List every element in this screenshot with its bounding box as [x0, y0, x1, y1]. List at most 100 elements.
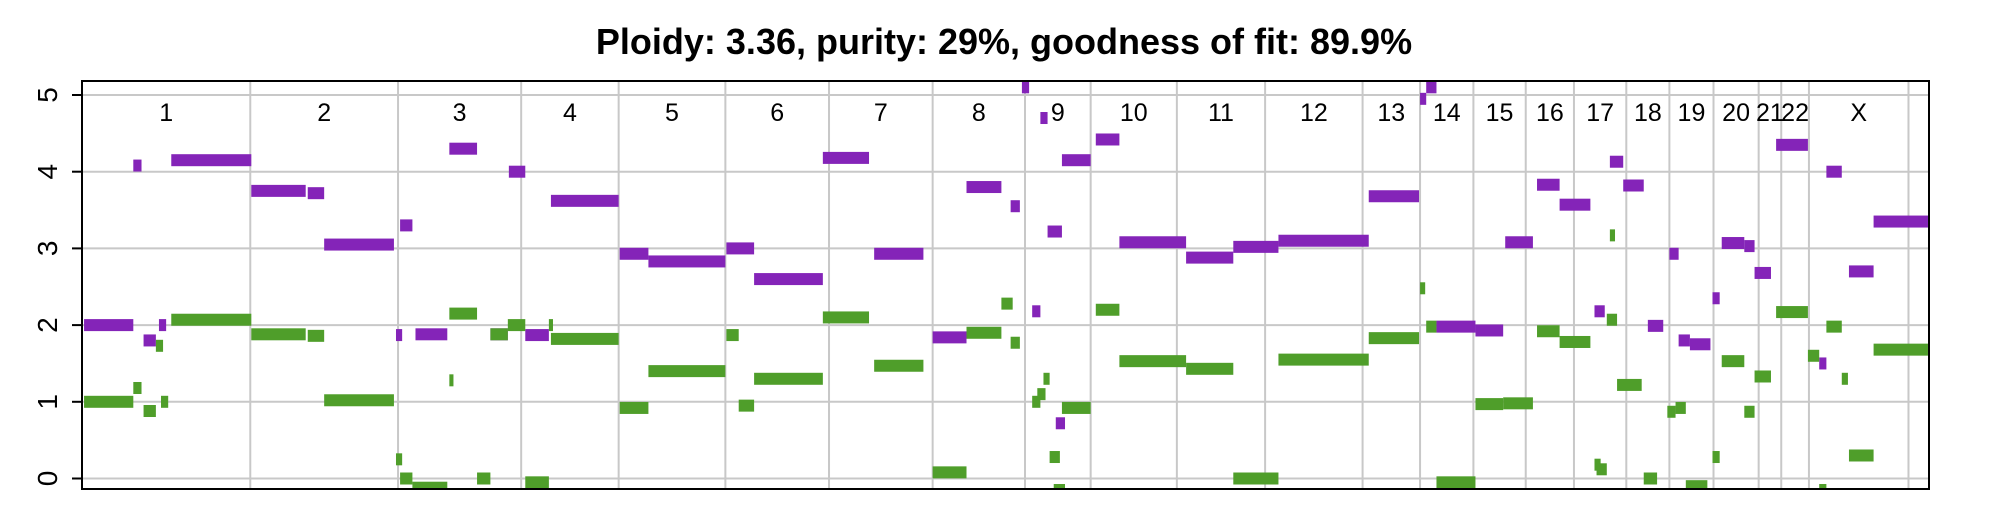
minor-segment	[619, 401, 649, 414]
minor-segment	[1712, 451, 1720, 464]
chart-title: Ploidy: 3.36, purity: 29%, goodness of f…	[596, 21, 1412, 62]
minor-segment	[1754, 370, 1771, 383]
major-segment	[1537, 178, 1560, 191]
minor-segment	[550, 332, 619, 345]
minor-segment	[738, 399, 755, 412]
chromosome-label-3: 3	[453, 99, 467, 127]
minor-segment	[1807, 349, 1820, 362]
minor-segment	[507, 319, 526, 332]
major-segment	[1873, 215, 1928, 228]
minor-segment	[412, 481, 448, 489]
y-tick-label-3: 3	[32, 241, 63, 257]
chromosome-label-4: 4	[563, 99, 577, 127]
major-segment	[133, 159, 142, 172]
minor-segment	[1095, 303, 1120, 316]
major-segment	[1669, 247, 1679, 260]
major-segment	[1754, 266, 1771, 279]
minor-segment	[1848, 449, 1874, 462]
major-segment	[1776, 138, 1808, 151]
major-segment	[1032, 305, 1041, 318]
major-segment	[1233, 240, 1279, 253]
minor-segment	[726, 329, 739, 342]
minor-segment	[477, 472, 491, 485]
chromosome-label-13: 13	[1377, 99, 1405, 127]
plot-frame	[81, 80, 1930, 490]
chromosome-label-X: X	[1850, 99, 1867, 127]
major-segment	[1848, 265, 1874, 278]
major-segment	[648, 255, 726, 268]
major-segment	[932, 331, 967, 344]
major-segment	[874, 247, 924, 260]
minor-segment	[1233, 472, 1279, 485]
chromosome-label-6: 6	[770, 99, 784, 127]
minor-segment	[400, 472, 413, 485]
minor-segment	[1776, 306, 1808, 319]
major-segment	[1061, 154, 1091, 167]
minor-segment	[822, 311, 870, 324]
minor-segment	[1685, 480, 1708, 489]
minor-segment	[1032, 395, 1041, 408]
chromosome-label-19: 19	[1678, 99, 1706, 127]
minor-segment	[1617, 378, 1642, 391]
chromosome-label-1: 1	[159, 99, 173, 127]
chromosome-label-15: 15	[1486, 99, 1514, 127]
major-segment	[1186, 251, 1234, 264]
major-segment	[1712, 292, 1720, 305]
minor-segment	[525, 476, 549, 489]
minor-segment	[143, 405, 156, 418]
minor-segment	[490, 328, 508, 341]
major-segment	[1623, 179, 1644, 192]
major-segment	[508, 165, 526, 178]
minor-segment	[1010, 336, 1020, 349]
major-segment	[1095, 133, 1120, 146]
grid-layer	[81, 81, 1929, 489]
minor-segment	[1873, 343, 1928, 356]
major-segment	[1678, 334, 1690, 347]
minor-segment	[1819, 484, 1827, 489]
minor-segment	[395, 453, 403, 466]
minor-segment	[1436, 476, 1476, 489]
major-segment	[726, 242, 755, 255]
minor-segment	[1744, 405, 1755, 418]
minor-segment	[1368, 332, 1420, 345]
chromosome-label-5: 5	[665, 99, 679, 127]
major-segment	[1826, 165, 1842, 178]
minor-segment	[1061, 401, 1091, 414]
minor-segment	[648, 365, 726, 378]
minor-segment	[1667, 405, 1676, 418]
major-segment	[754, 273, 823, 286]
major-segment	[1475, 324, 1504, 337]
minor-segment	[1643, 472, 1658, 485]
major-segment	[1426, 81, 1437, 94]
major-segment	[251, 184, 306, 197]
minor-segment	[874, 359, 924, 372]
minor-segment	[1186, 362, 1234, 375]
minor-segment	[1675, 401, 1686, 414]
minor-segment	[1609, 229, 1616, 242]
minor-segment	[171, 313, 252, 326]
minor-segment	[1721, 355, 1745, 368]
minor-segment	[1503, 397, 1533, 410]
y-tick-label-2: 2	[32, 317, 63, 333]
major-segment	[1647, 319, 1664, 332]
minor-segment	[1001, 297, 1013, 310]
chromosome-label-12: 12	[1300, 99, 1328, 127]
minor-segment	[548, 319, 553, 332]
chromosome-label-18: 18	[1634, 99, 1662, 127]
major-segment	[1819, 357, 1827, 370]
major-segment	[84, 319, 134, 332]
minor-segment	[84, 395, 134, 408]
chromosome-label-14: 14	[1433, 99, 1461, 127]
major-segment	[400, 219, 413, 232]
major-segment	[966, 181, 1002, 194]
major-segment	[395, 329, 403, 342]
minor-segment	[161, 395, 169, 408]
chromosome-label-9: 9	[1051, 99, 1065, 127]
y-axis: 0 1 2 3 4 5	[32, 87, 83, 486]
minor-segment	[1537, 325, 1560, 338]
major-segment	[1055, 417, 1066, 430]
minor-segment	[932, 466, 967, 479]
minor-segment	[1278, 353, 1369, 366]
